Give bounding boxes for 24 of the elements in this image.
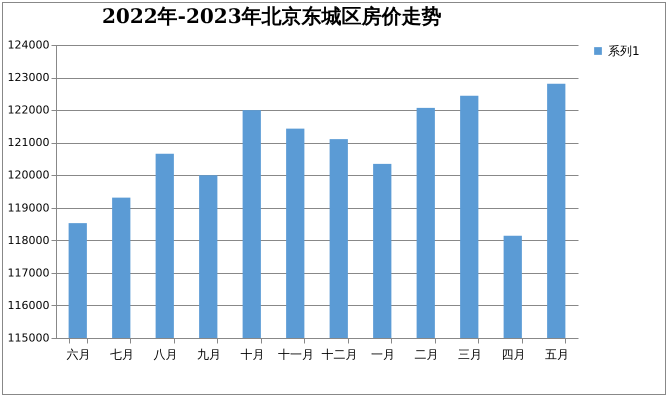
x-tick-label: 一月 [370,348,395,362]
x-tick-label: 十二月 [321,348,358,362]
x-tick-label: 七月 [110,348,134,362]
y-tick-label: 119000 [8,201,50,214]
y-tick-label: 120000 [8,168,50,182]
y-tick-label: 121000 [8,136,50,150]
x-tick-label: 五月 [544,348,569,362]
y-tick-label: 123000 [8,71,50,84]
y-tick-label: 118000 [8,234,50,247]
x-tick-label: 九月 [196,348,221,362]
x-tick-label: 二月 [414,348,438,362]
x-tick-label: 三月 [458,348,482,362]
y-tick-label: 124000 [8,38,50,52]
legend-label: 系列1 [608,44,640,58]
y-tick-label: 116000 [8,298,50,312]
chart-title: 2022年-2023年北京东城区房价走势 [102,4,442,28]
x-tick-label: 十月 [240,348,264,362]
x-tick-label: 四月 [501,348,526,362]
y-tick-label: 117000 [8,266,50,280]
y-tick-label: 115000 [8,332,50,344]
x-tick-label: 八月 [153,348,178,362]
x-tick-label: 十一月 [278,348,314,362]
x-tick-label: 六月 [66,348,90,362]
y-tick-label: 122000 [8,104,50,117]
